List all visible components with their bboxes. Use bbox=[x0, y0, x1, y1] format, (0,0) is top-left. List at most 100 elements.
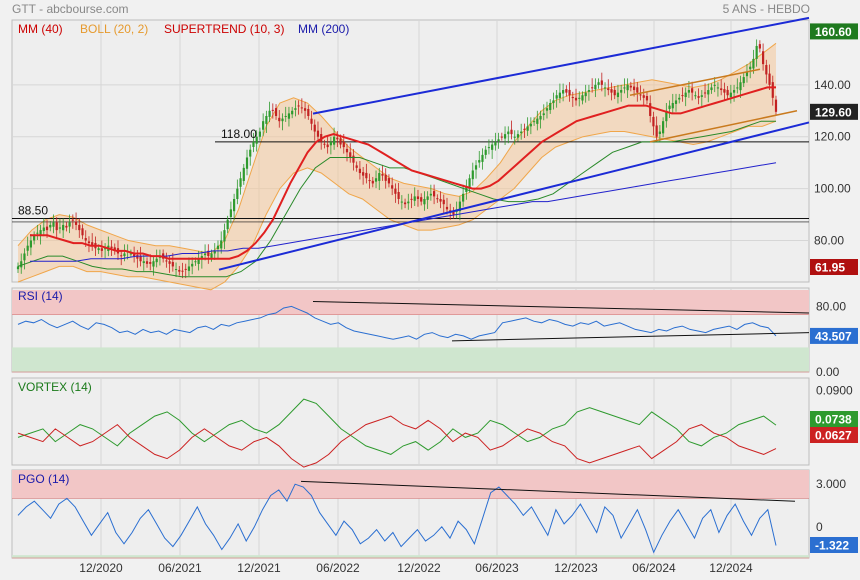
candle-body bbox=[552, 100, 555, 104]
price-layers bbox=[12, 16, 810, 291]
candle-body bbox=[329, 141, 332, 146]
rsi-support bbox=[451, 332, 810, 342]
y-tick-label: 80.00 bbox=[814, 233, 844, 247]
candle-body bbox=[600, 80, 603, 85]
candle-body bbox=[62, 224, 65, 231]
candle-body bbox=[365, 172, 368, 179]
candle-body bbox=[507, 131, 510, 135]
candle-body bbox=[655, 125, 658, 137]
header-left: GTT - abcbourse.com bbox=[12, 2, 128, 16]
candle-body bbox=[726, 89, 729, 96]
candle-body bbox=[233, 198, 236, 212]
candle-body bbox=[171, 262, 174, 267]
price-badge bbox=[810, 259, 858, 275]
candle-body bbox=[216, 245, 220, 250]
bollinger-lower bbox=[17, 120, 777, 291]
vortex-minus-badge-text: 0.0627 bbox=[815, 429, 852, 443]
candle-body bbox=[87, 241, 91, 244]
rsi-badge-text: 43.507 bbox=[815, 329, 852, 343]
candle-body bbox=[133, 254, 136, 257]
x-tick-label: 06/2023 bbox=[475, 561, 519, 575]
price-badge bbox=[810, 23, 858, 40]
candle-body bbox=[342, 141, 345, 148]
candle-body bbox=[68, 222, 71, 227]
candle-body bbox=[481, 154, 484, 162]
candle-body bbox=[478, 160, 481, 163]
pgo-overbought-zone bbox=[12, 470, 809, 499]
candle-body bbox=[665, 110, 668, 122]
candle-body bbox=[607, 88, 610, 91]
candle-body bbox=[729, 92, 732, 98]
candle-body bbox=[761, 51, 765, 65]
channel-upper bbox=[629, 68, 761, 96]
candle-body bbox=[474, 165, 478, 170]
candle-body bbox=[526, 126, 529, 131]
candle-body bbox=[165, 260, 168, 262]
vortex-plus-badge-text: 0.0738 bbox=[815, 413, 852, 427]
trendline bbox=[312, 16, 810, 115]
rsi-tick: 0.00 bbox=[816, 365, 840, 379]
candle-body bbox=[423, 198, 426, 205]
candle-body bbox=[207, 250, 210, 257]
candle-body bbox=[671, 103, 674, 109]
candle-body bbox=[384, 174, 387, 181]
candle-body bbox=[765, 65, 768, 75]
vortex-plus-line bbox=[17, 398, 777, 455]
candle-body bbox=[458, 201, 461, 212]
candle-body bbox=[242, 167, 245, 181]
candle-body bbox=[81, 228, 84, 236]
candle-body bbox=[300, 107, 303, 109]
y-tick-label: 120.00 bbox=[814, 130, 851, 144]
candle-body bbox=[339, 138, 342, 145]
candle-body bbox=[487, 147, 491, 149]
candle-body bbox=[239, 178, 242, 187]
candle-body bbox=[378, 173, 381, 181]
pgo-title: PGO (14) bbox=[18, 472, 69, 486]
vortex-panel bbox=[11, 377, 810, 466]
candle-body bbox=[71, 219, 74, 221]
candle-body bbox=[294, 108, 297, 110]
candle-body bbox=[265, 115, 268, 124]
candle-body bbox=[178, 269, 181, 272]
candle-body bbox=[720, 88, 723, 91]
candle-body bbox=[516, 134, 520, 138]
pgo-tick: 0 bbox=[816, 520, 823, 534]
candle-body bbox=[181, 270, 184, 272]
header-right: 5 ANS - HEBDO bbox=[723, 2, 810, 16]
candle-body bbox=[513, 136, 516, 138]
candle-body bbox=[97, 248, 100, 251]
x-tick-label: 06/2022 bbox=[316, 561, 360, 575]
candle-body bbox=[310, 118, 313, 124]
candle-body bbox=[471, 170, 474, 180]
candle-body bbox=[262, 121, 265, 130]
candle-body bbox=[39, 230, 42, 236]
candle-body bbox=[494, 141, 497, 146]
candle-body bbox=[723, 89, 726, 93]
candle-body bbox=[394, 188, 397, 194]
candle-body bbox=[194, 261, 197, 263]
legend-ma200: MM (200) bbox=[298, 22, 349, 36]
candle-body bbox=[100, 248, 103, 251]
candle-body bbox=[610, 89, 613, 93]
candle-body bbox=[271, 109, 274, 111]
x-tick-label: 12/2022 bbox=[397, 561, 441, 575]
candle-body bbox=[16, 266, 20, 270]
candle-body bbox=[52, 222, 55, 227]
ma40-line bbox=[30, 86, 776, 260]
vortex-minus-line bbox=[17, 415, 777, 468]
candle-body bbox=[416, 196, 420, 199]
candle-body bbox=[174, 269, 178, 271]
candle-body bbox=[768, 73, 771, 85]
candle-body bbox=[313, 124, 316, 132]
x-tick-label: 12/2024 bbox=[709, 561, 753, 575]
candle-body bbox=[574, 97, 578, 101]
candle-body bbox=[113, 247, 116, 251]
candle-body bbox=[739, 82, 742, 91]
candle-body bbox=[774, 99, 778, 112]
candle-body bbox=[284, 115, 287, 117]
candle-body bbox=[149, 262, 152, 264]
candle-body bbox=[274, 108, 278, 116]
candle-body bbox=[91, 242, 94, 246]
candle-body bbox=[684, 92, 687, 98]
